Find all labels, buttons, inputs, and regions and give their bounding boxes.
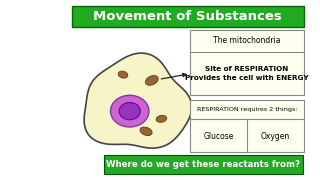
Text: Oxygen: Oxygen xyxy=(261,132,290,141)
Text: Site of RESPIRATION
Provides the cell with ENERGY: Site of RESPIRATION Provides the cell wi… xyxy=(185,66,309,81)
FancyBboxPatch shape xyxy=(190,100,304,152)
Ellipse shape xyxy=(140,127,152,136)
Text: Where do we get these reactants from?: Where do we get these reactants from? xyxy=(106,160,300,169)
Ellipse shape xyxy=(146,76,158,85)
Ellipse shape xyxy=(119,102,140,120)
Text: Movement of Substances: Movement of Substances xyxy=(93,10,282,23)
Text: RESPIRATION requires 2 things:: RESPIRATION requires 2 things: xyxy=(197,107,297,112)
FancyBboxPatch shape xyxy=(190,30,304,95)
FancyBboxPatch shape xyxy=(72,6,304,27)
Text: The mitochondria: The mitochondria xyxy=(213,37,281,46)
FancyBboxPatch shape xyxy=(104,155,303,174)
Ellipse shape xyxy=(156,115,167,122)
Ellipse shape xyxy=(110,95,149,127)
Ellipse shape xyxy=(118,71,128,78)
Polygon shape xyxy=(84,53,192,148)
Text: Glucose: Glucose xyxy=(204,132,234,141)
